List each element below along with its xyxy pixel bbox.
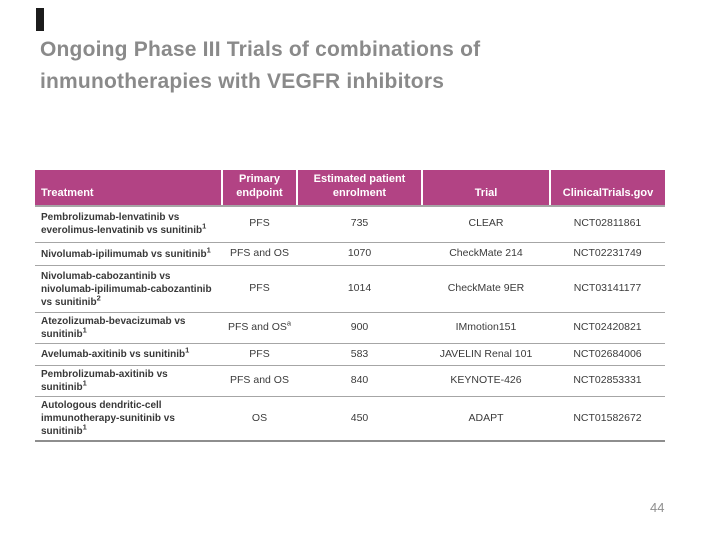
cell-treatment: Nivolumab-ipilimumab vs sunitinib1 [35, 242, 222, 266]
cell-treatment: Nivolumab-cabozantinib vs nivolumab-ipil… [35, 265, 222, 313]
table-row: Pembrolizumab-axitinib vs sunitinib1 PFS… [35, 365, 665, 397]
treatment-text: Nivolumab-ipilimumab vs sunitinib [41, 248, 207, 260]
treatment-footnote: 1 [82, 378, 87, 388]
header-estimated-enrolment: Estimated patient enrolment [296, 170, 422, 207]
cell-endpoint: OS [222, 396, 297, 442]
endpoint-text: PFS and OS [230, 374, 289, 387]
cell-enrolment: 450 [297, 396, 422, 442]
treatment-text: Pembrolizumab-axitinib vs sunitinib [41, 369, 168, 393]
treatment-text: Atezolizumab-bevacizumab vs sunitinib [41, 316, 186, 340]
cell-treatment: Pembrolizumab-lenvatinib vs everolimus-l… [35, 205, 222, 243]
cell-nct: NCT02853331 [550, 365, 665, 397]
cell-endpoint: PFS and OS [222, 242, 297, 266]
cell-trial: JAVELIN Renal 101 [422, 343, 550, 366]
treatment-footnote: 1 [206, 245, 211, 255]
treatment-footnote: 2 [96, 293, 101, 303]
cell-trial: IMmotion151 [422, 312, 550, 344]
endpoint-text: PFS and OS [227, 321, 287, 334]
cell-enrolment: 840 [297, 365, 422, 397]
treatment-text: Avelumab-axitinib vs sunitinib [41, 349, 186, 360]
cell-nct: NCT02811861 [550, 205, 665, 243]
treatment-footnote: 1 [202, 221, 207, 231]
cell-endpoint: PFS and OSa [222, 312, 297, 344]
table-row: Nivolumab-ipilimumab vs sunitinib1 PFS a… [35, 242, 665, 266]
cell-nct: NCT01582672 [550, 396, 665, 442]
cell-enrolment: 583 [297, 343, 422, 366]
header-clinicaltrials-gov: ClinicalTrials.gov [549, 170, 665, 207]
treatment-footnote: 1 [82, 422, 87, 432]
header-primary-endpoint: Primary endpoint [221, 170, 297, 207]
endpoint-text: PFS and OS [230, 247, 289, 260]
treatment-text: Nivolumab-cabozantinib vs nivolumab-ipil… [41, 270, 212, 308]
cell-nct: NCT02684006 [550, 343, 665, 366]
table-row: Nivolumab-cabozantinib vs nivolumab-ipil… [35, 265, 665, 313]
table-header-row: Treatment Primary endpoint Estimated pat… [35, 170, 665, 207]
header-treatment: Treatment [35, 170, 222, 207]
cell-treatment: Atezolizumab-bevacizumab vs sunitinib1 [35, 312, 222, 344]
slide-corner-mark [36, 8, 44, 31]
cell-endpoint: PFS and OS [222, 365, 297, 397]
cell-enrolment: 1014 [297, 265, 422, 313]
treatment-footnote: 1 [185, 345, 190, 355]
phase3-trials-table: Treatment Primary endpoint Estimated pat… [35, 170, 665, 442]
table-row: Pembrolizumab-lenvatinib vs everolimus-l… [35, 205, 665, 243]
table-row: Autologous dendritic-cell immunotherapy-… [35, 396, 665, 442]
table-row: Atezolizumab-bevacizumab vs sunitinib1 P… [35, 312, 665, 344]
cell-enrolment: 1070 [297, 242, 422, 266]
cell-trial: KEYNOTE-426 [422, 365, 550, 397]
endpoint-text: PFS [249, 217, 270, 230]
endpoint-text: PFS [249, 282, 270, 295]
cell-endpoint: PFS [222, 265, 297, 313]
slide-title: Ongoing Phase III Trials of combinations… [40, 38, 481, 93]
endpoint-text: OS [251, 411, 268, 424]
cell-trial: CheckMate 214 [422, 242, 550, 266]
treatment-text: Autologous dendritic-cell immunotherapy-… [41, 400, 175, 437]
cell-treatment: Avelumab-axitinib vs sunitinib1 [35, 343, 222, 366]
endpoint-footnote: a [286, 318, 292, 328]
cell-trial: CheckMate 9ER [422, 265, 550, 313]
cell-endpoint: PFS [222, 205, 297, 243]
cell-treatment: Pembrolizumab-axitinib vs sunitinib1 [35, 365, 222, 397]
cell-enrolment: 900 [297, 312, 422, 344]
cell-enrolment: 735 [297, 205, 422, 243]
cell-trial: CLEAR [422, 205, 550, 243]
treatment-text: Pembrolizumab-lenvatinib vs everolimus-l… [41, 212, 203, 237]
cell-endpoint: PFS [222, 343, 297, 366]
header-trial: Trial [421, 170, 550, 207]
cell-trial: ADAPT [422, 396, 550, 442]
treatment-footnote: 1 [82, 325, 87, 335]
cell-treatment: Autologous dendritic-cell immunotherapy-… [35, 396, 222, 442]
cell-nct: NCT02420821 [550, 312, 665, 344]
page-number: 44 [650, 500, 665, 515]
cell-nct: NCT03141177 [550, 265, 665, 313]
table-row: Avelumab-axitinib vs sunitinib1 PFS 583 … [35, 343, 665, 366]
endpoint-text: PFS [249, 347, 270, 360]
cell-nct: NCT02231749 [550, 242, 665, 266]
